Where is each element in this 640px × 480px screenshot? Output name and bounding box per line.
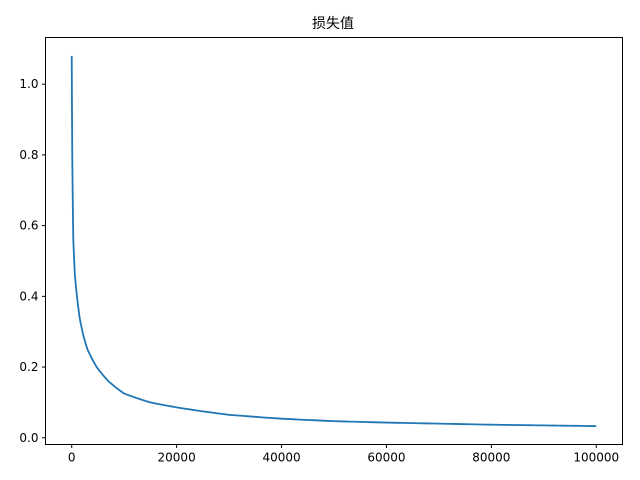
x-tick-label: 60000 [367, 451, 405, 465]
x-tick-label: 40000 [262, 451, 300, 465]
y-tick-label: 0.6 [19, 219, 38, 233]
y-tick-label: 0.2 [19, 360, 38, 374]
x-tick-label: 20000 [158, 451, 196, 465]
y-tick-label: 0.4 [19, 289, 38, 303]
loss-line [70, 55, 597, 428]
y-tick-label: 0.8 [19, 148, 38, 162]
y-tick-label: 1.0 [19, 77, 38, 91]
y-tick-label: 0.0 [19, 431, 38, 445]
x-tick-label: 100000 [573, 451, 619, 465]
chart-title: 损失值 [312, 16, 354, 32]
x-tick-label: 80000 [472, 451, 510, 465]
x-tick-label: 0 [68, 451, 76, 465]
axes-frame [45, 37, 623, 445]
